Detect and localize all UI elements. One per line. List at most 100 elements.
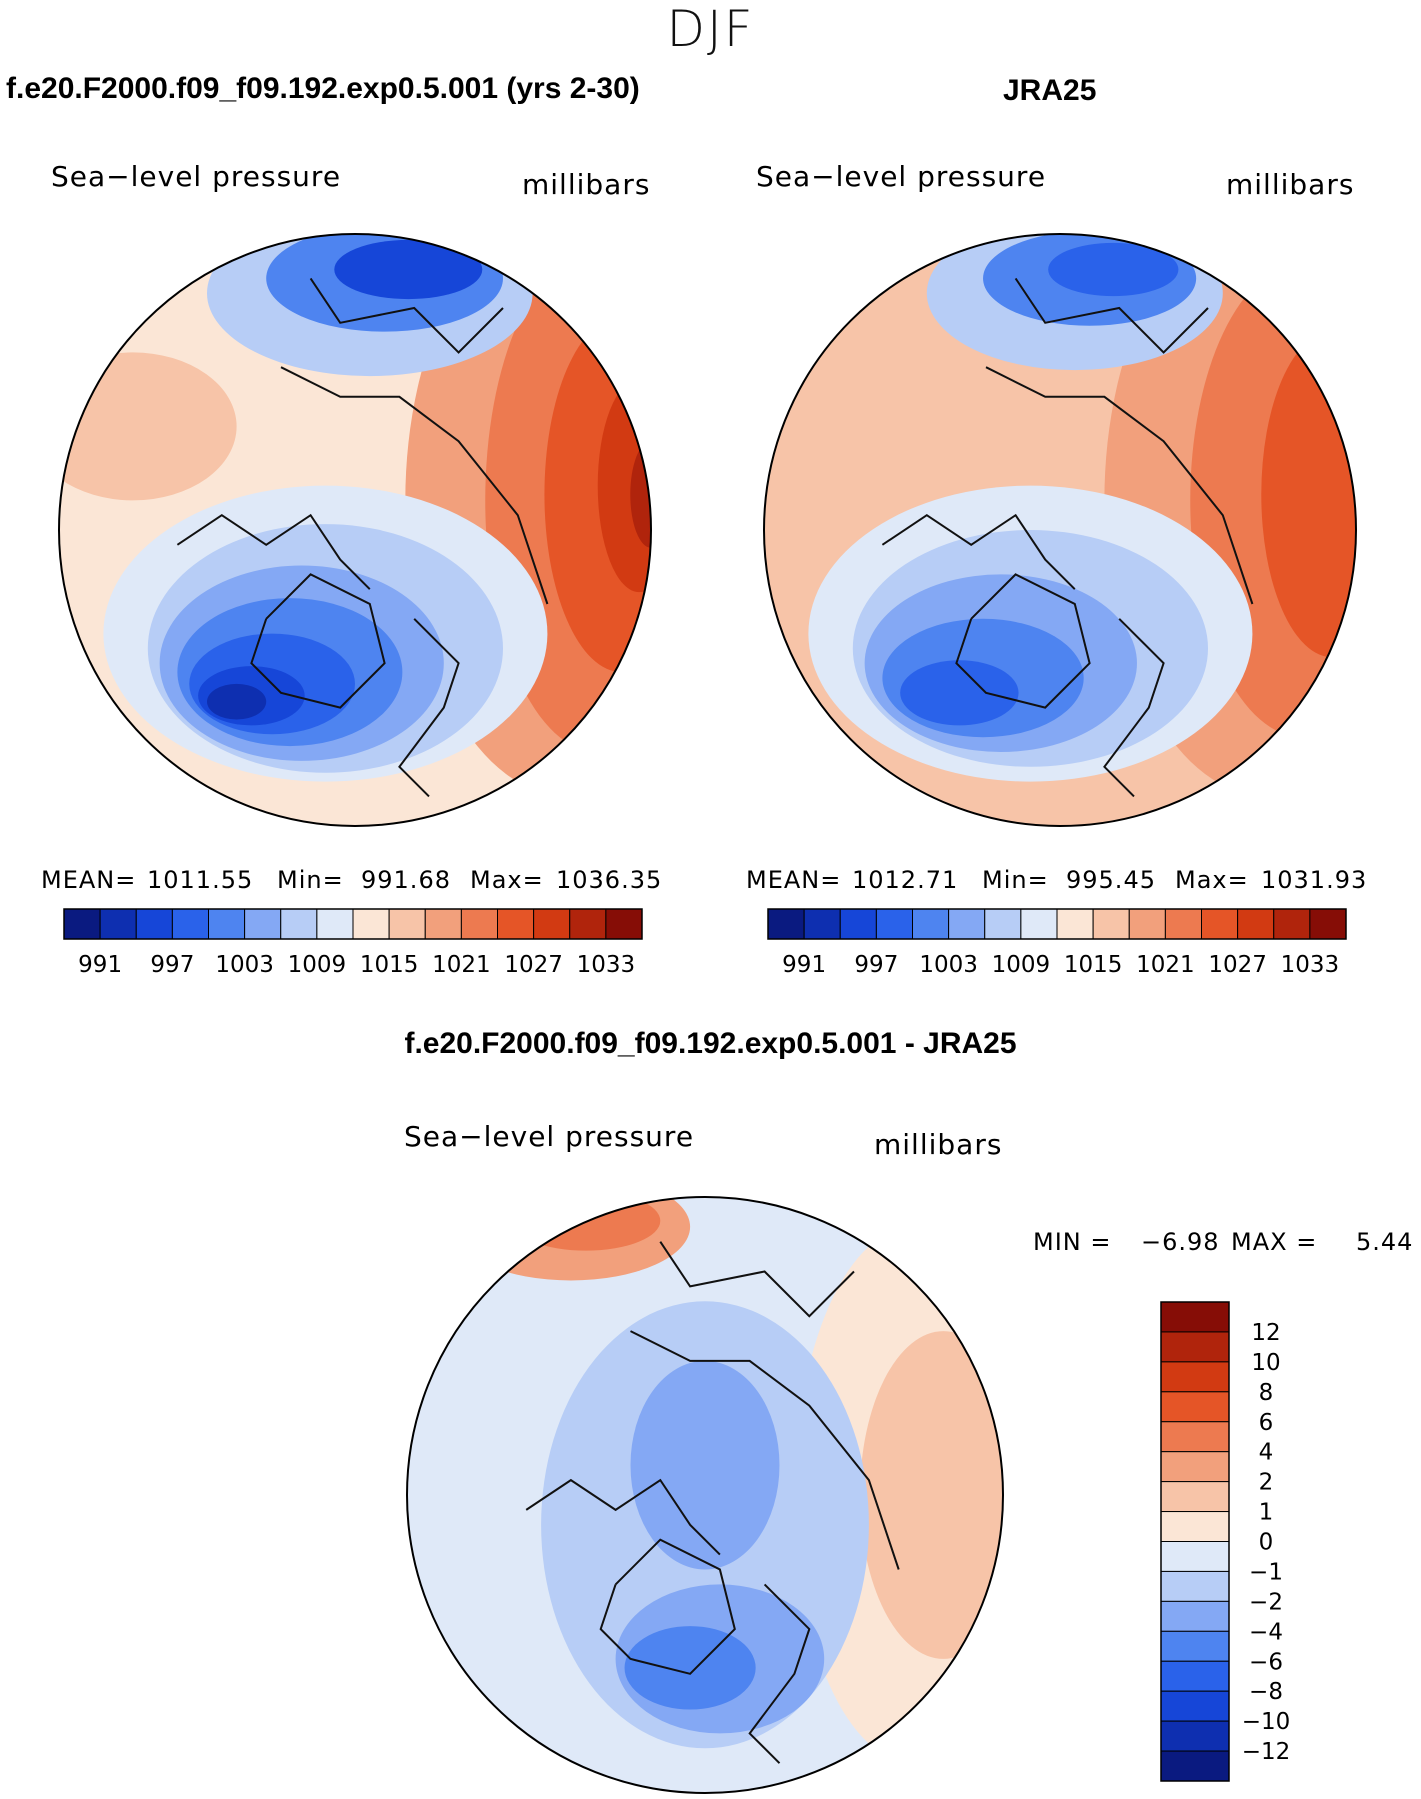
colorbar-model-swatch-6	[280, 908, 318, 940]
colorbar-model-swatch-2	[135, 908, 173, 940]
colorbar-model-swatch-7	[316, 908, 354, 940]
panel2-mean-value: 1012.71	[852, 866, 959, 894]
colorbar-model-swatch-14	[569, 908, 607, 940]
colorbar-diff-tick-9: −2	[1249, 1589, 1283, 1615]
colorbar-obs-swatch-13	[1237, 908, 1275, 940]
panel1-min-value: 991.68	[361, 866, 451, 894]
panel2-min-label: Min=	[982, 866, 1049, 894]
model-title: f.e20.F2000.f09_f09.192.exp0.5.001 (yrs …	[6, 72, 640, 105]
panel1-units: millibars	[522, 168, 651, 201]
panel3-max-value: 5.44	[1356, 1228, 1414, 1256]
colorbar-diff-frame	[1160, 1301, 1230, 1782]
colorbar-obs-tick-1: 997	[854, 952, 898, 978]
colorbar-model-frame	[63, 908, 643, 940]
colorbar-model-tick-2: 1003	[215, 952, 274, 978]
map-model-field	[59, 234, 651, 826]
colorbar-diff-swatch-7	[1160, 1511, 1230, 1542]
colorbar-diff-tick-3: 6	[1259, 1410, 1274, 1436]
map-diff-contour-8	[624, 1626, 756, 1710]
colorbar-model-swatch-10	[424, 908, 462, 940]
colorbar-model-swatch-11	[460, 908, 498, 940]
map-obs-coast-4	[1014, 277, 1209, 354]
panel2-max-value: 1031.93	[1261, 866, 1368, 894]
panel2-variable: Sea−level pressure	[756, 160, 1047, 193]
colorbar-model-tick-1: 997	[150, 952, 194, 978]
panel2-min-value: 995.45	[1066, 866, 1156, 894]
panel1-variable: Sea−level pressure	[51, 160, 342, 193]
colorbar-obs-swatch-5	[948, 908, 986, 940]
colorbar-obs-swatch-7	[1020, 908, 1058, 940]
colorbar-diff-swatch-14	[1160, 1720, 1230, 1752]
map-diff-coast-0	[525, 1478, 721, 1556]
map-diff-coast-1	[599, 1538, 736, 1675]
colorbar-model-swatch-3	[171, 908, 209, 940]
colorbar-diff-swatch-8	[1160, 1541, 1230, 1572]
colorbar-obs-tick-6: 1027	[1208, 952, 1267, 978]
colorbar-obs-tick-5: 1021	[1136, 952, 1195, 978]
panel3-units: millibars	[874, 1128, 1003, 1161]
panel1-min-label: Min=	[277, 866, 344, 894]
map-model-coast-4	[309, 277, 504, 354]
colorbar-diff-tick-7: 0	[1259, 1530, 1274, 1556]
colorbar-obs-swatch-3	[875, 908, 913, 940]
colorbar-model: 991 997 1003 1009 1015 1021 1027 1033	[63, 908, 643, 978]
panel2-max-label: Max=	[1175, 866, 1249, 894]
colorbar-model-tick-6: 1027	[504, 952, 563, 978]
colorbar-model-swatch-1	[99, 908, 137, 940]
colorbar-model-swatch-4	[208, 908, 246, 940]
obs-title: JRA25	[1003, 74, 1097, 107]
colorbar-obs-swatch-12	[1201, 908, 1239, 940]
colorbar-model-swatch-13	[533, 908, 571, 940]
colorbar-obs-swatch-9	[1092, 908, 1130, 940]
difference-title: f.e20.F2000.f09_f09.192.exp0.5.001 - JRA…	[404, 1027, 1017, 1060]
colorbar-diff-swatch-9	[1160, 1570, 1230, 1602]
colorbar-model-tick-7: 1033	[577, 952, 636, 978]
colorbar-obs-swatch-10	[1128, 908, 1166, 940]
colorbar-diff-tick-2: 8	[1259, 1380, 1274, 1406]
colorbar-diff-swatch-12	[1160, 1660, 1230, 1692]
colorbar-diff-swatch-5	[1160, 1451, 1230, 1483]
colorbar-model-tick-3: 1009	[288, 952, 347, 978]
map-model-coast-0	[176, 513, 371, 590]
colorbar-model-swatch-15	[605, 908, 643, 940]
colorbar-diff-swatch-1	[1160, 1331, 1230, 1363]
panel1-mean-value: 1011.55	[147, 866, 254, 894]
colorbar-obs-tick-7: 1033	[1281, 952, 1340, 978]
panel2-units: millibars	[1226, 168, 1355, 201]
panel1-mean-label: MEAN=	[41, 866, 137, 894]
colorbar-diff-swatch-4	[1160, 1421, 1230, 1453]
map-obs-coast-2	[1103, 618, 1165, 798]
colorbar-obs-swatch-1	[803, 908, 841, 940]
colorbar-model-tick-0: 991	[78, 952, 122, 978]
map-model-coast-3	[280, 366, 549, 605]
map-obs-contour-11	[900, 660, 1019, 726]
map-diff-coast-3	[630, 1330, 900, 1570]
colorbar-diff-swatch-6	[1160, 1481, 1230, 1513]
map-obs-coast-1	[955, 573, 1091, 709]
colorbar-diff-swatch-11	[1160, 1630, 1230, 1662]
panel1-max-label: Max=	[470, 866, 544, 894]
colorbar-diff-swatch-3	[1160, 1391, 1230, 1423]
colorbar-model-swatch-0	[63, 908, 101, 940]
panel3-min-value: −6.98	[1141, 1228, 1220, 1256]
colorbar-obs-swatch-6	[984, 908, 1022, 940]
map-model-coast-2	[398, 618, 460, 798]
map-model-contour-6	[59, 352, 237, 501]
map-obs-contour-3	[1261, 331, 1356, 658]
map-diff-field	[407, 1197, 1003, 1793]
colorbar-diff-tick-4: 4	[1259, 1440, 1274, 1466]
map-diff	[406, 1196, 1004, 1794]
map-model-contour-9	[334, 239, 483, 300]
map-obs-contour-6	[1048, 242, 1179, 297]
colorbar-diff-tick-0: 12	[1251, 1320, 1280, 1346]
colorbar-obs-swatch-11	[1164, 908, 1202, 940]
colorbar-model-swatch-9	[388, 908, 426, 940]
colorbar-obs-swatch-4	[912, 908, 950, 940]
colorbar-diff-tick-11: −6	[1249, 1649, 1283, 1675]
colorbar-diff-swatch-10	[1160, 1600, 1230, 1632]
colorbar-obs-swatch-0	[767, 908, 805, 940]
map-obs-field	[764, 234, 1356, 826]
colorbar-obs-frame	[767, 908, 1347, 940]
panel2-mean-label: MEAN=	[746, 866, 842, 894]
